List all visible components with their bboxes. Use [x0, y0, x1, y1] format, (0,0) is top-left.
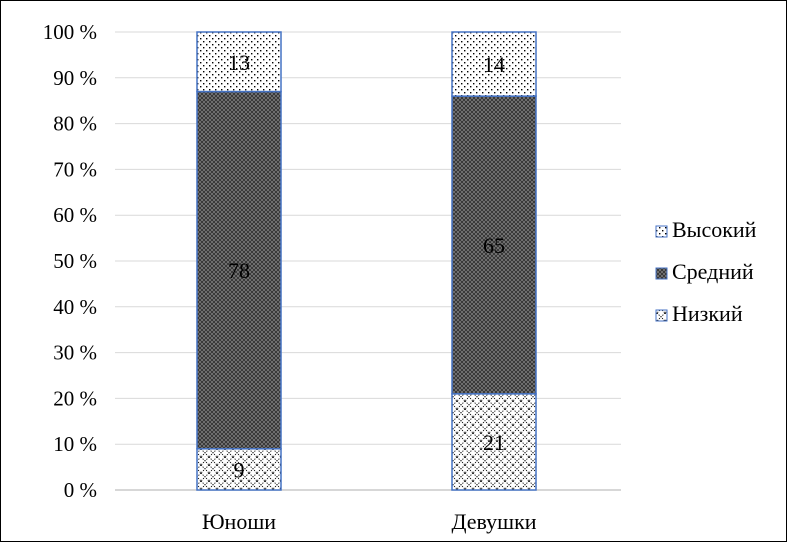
legend-label: Низкий	[672, 301, 743, 326]
x-axis-category-labels: Юноши Девушки	[202, 509, 537, 534]
bar-segment	[451, 31, 537, 97]
legend-label: Высокий	[672, 217, 757, 242]
y-tick-label: 70 %	[53, 157, 97, 181]
y-tick-label: 80 %	[53, 112, 97, 136]
y-tick-label: 90 %	[53, 66, 97, 90]
legend-swatch	[655, 267, 668, 280]
y-tick-label: 50 %	[53, 249, 97, 273]
y-tick-label: 0 %	[64, 478, 97, 502]
y-tick-label: 20 %	[53, 386, 97, 410]
x-category-label: Девушки	[451, 509, 536, 534]
legend-label: Средний	[672, 259, 754, 284]
data-label: 65	[483, 233, 505, 258]
grid-lines	[115, 31, 621, 491]
legend-swatch	[655, 225, 668, 238]
x-category-label: Юноши	[202, 509, 276, 534]
data-label: 78	[228, 258, 250, 283]
y-tick-label: 10 %	[53, 432, 97, 456]
y-tick-label: 60 %	[53, 203, 97, 227]
bar-segment	[451, 95, 537, 395]
data-label: 9	[234, 457, 245, 482]
bars: 9 78 13 21 65 14	[196, 31, 537, 491]
data-label: 21	[483, 430, 505, 455]
legend: Высокий Средний Низкий	[655, 217, 757, 326]
legend-swatch	[655, 309, 668, 322]
y-tick-label: 30 %	[53, 341, 97, 365]
bar-segment	[196, 90, 282, 450]
bar-segment	[451, 393, 537, 491]
bar-segment	[196, 448, 282, 491]
y-tick-label: 100 %	[43, 20, 97, 44]
data-label: 14	[483, 52, 505, 77]
y-axis-tick-labels: 0 % 10 % 20 % 30 % 40 % 50 % 60 % 70 % 80 % 90 % 1…	[43, 20, 97, 502]
data-label: 13	[228, 50, 250, 75]
y-tick-label: 40 %	[53, 295, 97, 319]
bar-segment	[196, 31, 282, 93]
